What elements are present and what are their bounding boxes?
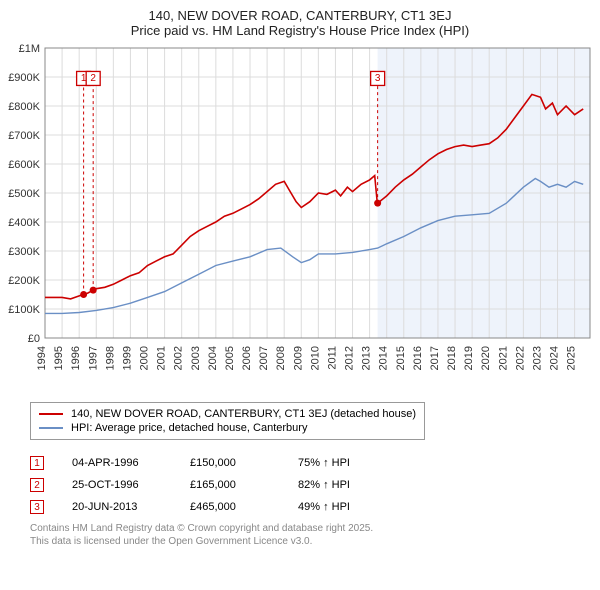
page-container: 140, NEW DOVER ROAD, CANTERBURY, CT1 3EJ… bbox=[0, 0, 600, 548]
x-tick-label: 2015 bbox=[395, 346, 407, 370]
x-tick-label: 2002 bbox=[173, 346, 185, 370]
x-tick-label: 1998 bbox=[104, 346, 116, 370]
x-tick-label: 2016 bbox=[412, 346, 424, 370]
x-tick-label: 2009 bbox=[292, 346, 304, 370]
legend-label: HPI: Average price, detached house, Cant… bbox=[71, 422, 307, 434]
chart-area: £0 £100K £200K £300K £400K £500K £600K £700K £80… bbox=[0, 38, 600, 398]
sale-date: 25-OCT-1996 bbox=[72, 479, 162, 491]
legend-label: 140, NEW DOVER ROAD, CANTERBURY, CT1 3EJ… bbox=[71, 408, 416, 420]
sale-price: £465,000 bbox=[190, 501, 270, 513]
legend-row: 140, NEW DOVER ROAD, CANTERBURY, CT1 3EJ… bbox=[39, 407, 416, 421]
x-tick-label: 2011 bbox=[326, 346, 338, 370]
y-tick-label: £600K bbox=[8, 159, 40, 171]
y-tick-label: £1M bbox=[19, 43, 40, 55]
x-tick-label: 2018 bbox=[446, 346, 458, 370]
y-tick-label: £100K bbox=[8, 304, 40, 316]
sales-row: 2 25-OCT-1996 £165,000 82% ↑ HPI bbox=[30, 474, 580, 496]
sales-row: 1 04-APR-1996 £150,000 75% ↑ HPI bbox=[30, 452, 580, 474]
sale-marker-point bbox=[80, 291, 87, 298]
x-tick-label: 1994 bbox=[36, 346, 48, 370]
attribution-line1: Contains HM Land Registry data © Crown c… bbox=[30, 522, 580, 535]
x-tick-label: 2008 bbox=[275, 346, 287, 370]
x-tick-label: 1995 bbox=[53, 346, 65, 370]
sale-marker-number: 2 bbox=[90, 73, 96, 84]
x-tick-label: 2003 bbox=[190, 346, 202, 370]
x-tick-label: 2023 bbox=[531, 346, 543, 370]
x-tick-label: 2013 bbox=[361, 346, 373, 370]
sale-number-box: 1 bbox=[30, 456, 44, 470]
y-tick-label: £500K bbox=[8, 188, 40, 200]
x-tick-label: 2004 bbox=[207, 346, 219, 370]
y-tick-label: £700K bbox=[8, 130, 40, 142]
x-tick-label: 2001 bbox=[156, 346, 168, 370]
legend-row: HPI: Average price, detached house, Cant… bbox=[39, 421, 416, 435]
x-tick-label: 2006 bbox=[241, 346, 253, 370]
sale-price: £150,000 bbox=[190, 457, 270, 469]
x-tick-label: 2024 bbox=[549, 346, 561, 370]
x-tick-label: 1996 bbox=[70, 346, 82, 370]
y-tick-label: £0 bbox=[28, 333, 40, 345]
x-tick-label: 2020 bbox=[480, 346, 492, 370]
y-tick-label: £300K bbox=[8, 246, 40, 258]
y-tick-label: £200K bbox=[8, 275, 40, 287]
sale-number-box: 2 bbox=[30, 478, 44, 492]
x-tick-label: 1997 bbox=[87, 346, 99, 370]
sale-price: £165,000 bbox=[190, 479, 270, 491]
title-block: 140, NEW DOVER ROAD, CANTERBURY, CT1 3EJ… bbox=[0, 0, 600, 38]
y-tick-label: £800K bbox=[8, 101, 40, 113]
legend: 140, NEW DOVER ROAD, CANTERBURY, CT1 3EJ… bbox=[30, 402, 425, 440]
sale-marker-point bbox=[374, 200, 381, 207]
x-tick-label: 2007 bbox=[258, 346, 270, 370]
sale-pct: 82% ↑ HPI bbox=[298, 479, 398, 491]
attribution-line2: This data is licensed under the Open Gov… bbox=[30, 535, 580, 548]
y-tick-label: £900K bbox=[8, 72, 40, 84]
sales-row: 3 20-JUN-2013 £465,000 49% ↑ HPI bbox=[30, 496, 580, 518]
sale-pct: 49% ↑ HPI bbox=[298, 501, 398, 513]
title-subtitle: Price paid vs. HM Land Registry's House … bbox=[0, 23, 600, 38]
title-address: 140, NEW DOVER ROAD, CANTERBURY, CT1 3EJ bbox=[0, 8, 600, 23]
legend-swatch bbox=[39, 413, 63, 415]
x-tick-label: 2010 bbox=[309, 346, 321, 370]
sale-date: 04-APR-1996 bbox=[72, 457, 162, 469]
x-tick-label: 1999 bbox=[121, 346, 133, 370]
sale-number-box: 3 bbox=[30, 500, 44, 514]
x-tick-label: 2021 bbox=[497, 346, 509, 370]
sale-marker-number: 3 bbox=[375, 73, 381, 84]
y-tick-label: £400K bbox=[8, 217, 40, 229]
x-tick-label: 2014 bbox=[378, 346, 390, 370]
legend-swatch bbox=[39, 427, 63, 429]
x-tick-label: 2005 bbox=[224, 346, 236, 370]
sales-table: 1 04-APR-1996 £150,000 75% ↑ HPI 2 25-OCT-199… bbox=[30, 452, 580, 518]
x-tick-label: 2000 bbox=[139, 346, 151, 370]
sale-marker-point bbox=[90, 287, 97, 294]
sale-pct: 75% ↑ HPI bbox=[298, 457, 398, 469]
x-tick-label: 2012 bbox=[344, 346, 356, 370]
chart-svg: £0 £100K £200K £300K £400K £500K £600K £700K £80… bbox=[0, 38, 600, 398]
x-tick-label: 2019 bbox=[463, 346, 475, 370]
sale-date: 20-JUN-2013 bbox=[72, 501, 162, 513]
x-tick-label: 2022 bbox=[514, 346, 526, 370]
attribution: Contains HM Land Registry data © Crown c… bbox=[30, 522, 580, 548]
x-tick-label: 2025 bbox=[566, 346, 578, 370]
x-tick-label: 2017 bbox=[429, 346, 441, 370]
